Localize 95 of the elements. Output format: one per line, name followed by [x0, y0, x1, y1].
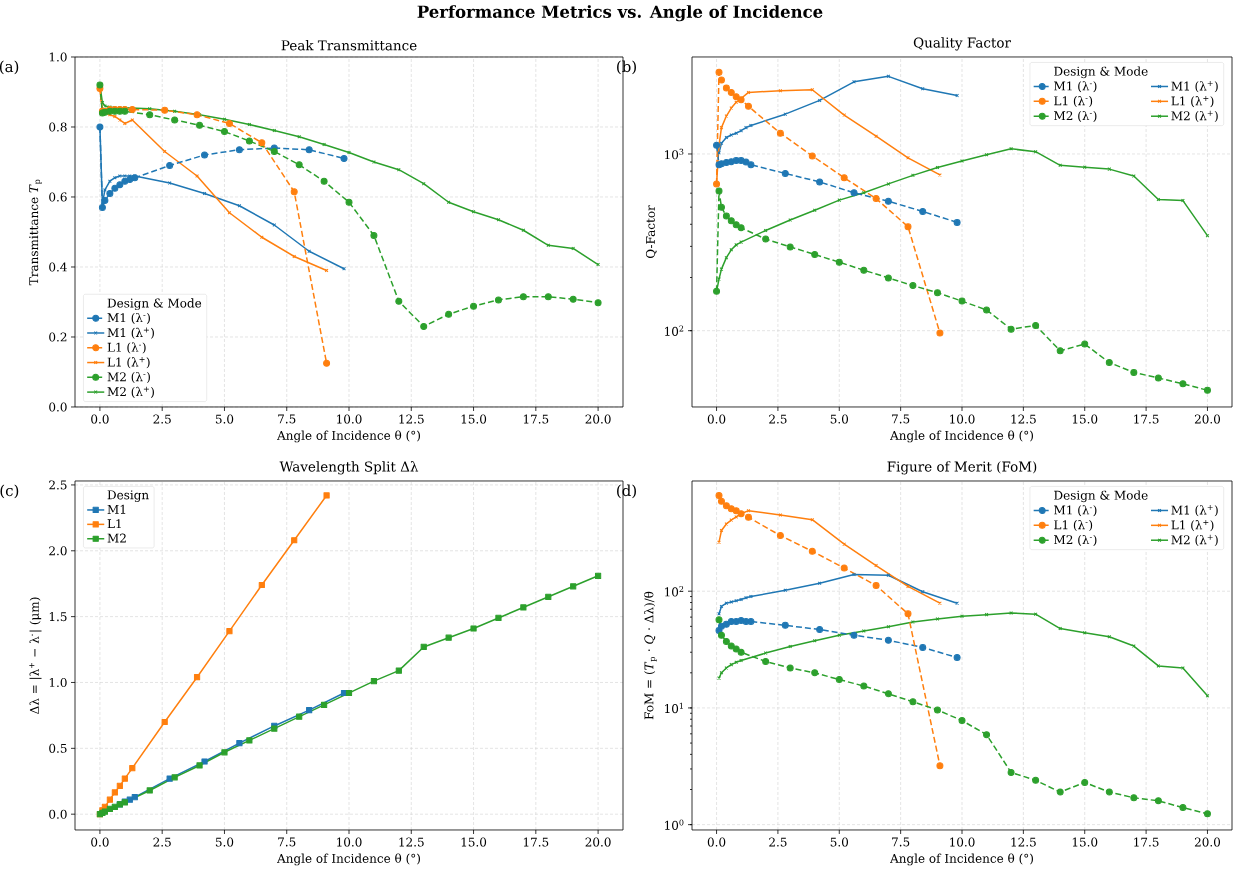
- legend-label: M2 (λ$^{-}$): [1054, 110, 1097, 122]
- x-axis-title: Angle of Incidence θ (°): [890, 853, 1033, 866]
- y-tick-label: 1.0: [49, 52, 67, 62]
- x-tick-label: 0.0: [91, 414, 109, 424]
- x-tick-label: 0.0: [707, 837, 726, 847]
- y-tick-label: 2.5: [49, 480, 67, 490]
- x-tick-label: 10.0: [337, 837, 362, 847]
- y-tick-label: 10$^{0}$: [665, 819, 684, 830]
- y-tick-label: 0.6: [49, 192, 67, 202]
- x-tick-label: 17.5: [1134, 837, 1159, 847]
- x-tick-label: 7.5: [278, 414, 296, 424]
- legend-label: M1 (λ$^{-}$): [107, 312, 150, 324]
- y-axis-title: Δλ = |λ$^{+}$ − λ$^{-}$| (μm): [29, 597, 42, 714]
- legend-label: M1 (λ$^{-}$): [1054, 505, 1097, 517]
- legend-label: L1 (λ$^{-}$): [1054, 96, 1093, 108]
- chart-title: Peak Transmittance: [281, 40, 417, 51]
- legend-label: L1 (λ$^{-}$): [107, 342, 146, 354]
- y-axis-title: Transmittance T$_{p}$: [29, 179, 42, 286]
- x-tick-label: 20.0: [585, 414, 611, 424]
- legend-title: Design & Mode: [1054, 490, 1148, 503]
- x-tick-label: 5.0: [215, 414, 234, 424]
- x-tick-label: 7.5: [892, 837, 910, 847]
- x-tick-label: 7.5: [892, 414, 910, 424]
- x-tick-label: 20.0: [585, 837, 611, 847]
- x-tick-label: 15.0: [1072, 837, 1098, 847]
- legend-label: M2 (λ$^{+}$): [1171, 534, 1218, 547]
- x-tick-label: 20.0: [1194, 414, 1221, 424]
- y-tick-label: 10$^{2}$: [665, 585, 684, 597]
- legend-title: Design & Mode: [107, 298, 202, 311]
- y-tick-label: 10$^{2}$: [665, 325, 684, 336]
- x-tick-label: 2.5: [153, 837, 171, 847]
- legend-label: L1 (λ$^{+}$): [1171, 95, 1214, 108]
- x-tick-label: 12.5: [399, 414, 424, 424]
- text: Performance Metrics vs. Angle of Incidence: [417, 5, 823, 22]
- legend-label: M1 (λ$^{+}$): [1171, 81, 1218, 93]
- chart-title: Quality Factor: [913, 37, 1011, 51]
- y-tick-label: 2.0: [49, 546, 67, 556]
- legend-label: M2 (λ$^{-}$): [1054, 534, 1097, 546]
- x-tick-label: 17.5: [1134, 414, 1159, 424]
- x-tick-label: 5.0: [830, 837, 849, 847]
- text: (a): [0, 60, 19, 75]
- legend-label: M2: [107, 533, 126, 543]
- annotation: (b): [617, 60, 636, 75]
- annotation: (d): [617, 484, 636, 499]
- y-axis-title: Q-Factor: [645, 205, 657, 259]
- x-tick-label: 0.0: [707, 414, 726, 424]
- x-tick-label: 17.5: [523, 837, 549, 847]
- legend-label: L1: [107, 519, 121, 529]
- y-tick-label: 10$^{1}$: [665, 702, 683, 714]
- x-tick-label: 5.0: [830, 414, 849, 424]
- y-tick-label: 0.5: [49, 743, 67, 753]
- y-axis-title: FoM = (T$_{p}$ · Q · Δλ)/θ: [644, 591, 657, 720]
- legend-label: L1 (λ$^{+}$): [107, 357, 150, 369]
- y-tick-label: 0.8: [49, 122, 67, 132]
- x-tick-label: 0.0: [91, 837, 109, 847]
- legend-title: Design & Mode: [1054, 66, 1148, 79]
- y-tick-label: 0.2: [49, 332, 67, 342]
- x-tick-label: 15.0: [461, 414, 487, 424]
- x-tick-label: 17.5: [523, 414, 549, 424]
- legend-label: M2 (λ$^{-}$): [107, 371, 150, 384]
- text: (c): [0, 484, 19, 499]
- x-axis-title: Angle of Incidence θ (°): [277, 430, 420, 443]
- chart-title: Figure of Merit (FoM): [887, 461, 1037, 475]
- x-tick-label: 15.0: [1072, 414, 1098, 424]
- legend-label: M2 (λ$^{+}$): [1171, 110, 1218, 123]
- x-tick-label: 15.0: [461, 837, 487, 847]
- legend-label: L1 (λ$^{-}$): [1054, 520, 1093, 532]
- y-tick-label: 1.5: [49, 612, 67, 622]
- x-tick-label: 5.0: [215, 837, 234, 847]
- x-tick-label: 7.5: [278, 837, 296, 847]
- legend-label: M1: [107, 504, 126, 514]
- y-tick-label: 1.0: [49, 677, 67, 688]
- x-tick-label: 2.5: [769, 414, 787, 424]
- x-tick-label: 10.0: [337, 414, 362, 424]
- x-tick-label: 10.0: [950, 837, 975, 847]
- x-tick-label: 12.5: [1011, 837, 1036, 847]
- legend-label: M1 (λ$^{+}$): [1171, 505, 1218, 517]
- y-tick-label: 0.4: [49, 262, 67, 272]
- x-axis-title: Angle of Incidence θ (°): [890, 430, 1033, 443]
- y-tick-label: 10$^{3}$: [665, 148, 684, 160]
- legend-label: M2 (λ$^{+}$): [107, 386, 154, 398]
- legend-label: L1 (λ$^{+}$): [1171, 519, 1214, 532]
- x-tick-label: 20.0: [1194, 837, 1221, 847]
- chart-title: Wavelength Split Δλ: [279, 461, 419, 475]
- x-tick-label: 12.5: [399, 837, 424, 847]
- legend-title: Design: [107, 490, 149, 502]
- x-tick-label: 10.0: [950, 414, 975, 424]
- legend-label: M1 (λ$^{-}$): [1054, 81, 1097, 93]
- y-tick-label: 0.0: [49, 809, 67, 819]
- x-tick-label: 12.5: [1011, 414, 1036, 424]
- x-tick-label: 2.5: [153, 414, 171, 424]
- legend-label: M1 (λ$^{+}$): [107, 327, 154, 339]
- x-tick-label: 2.5: [769, 837, 787, 847]
- x-axis-title: Angle of Incidence θ (°): [277, 853, 420, 866]
- y-tick-label: 0.0: [49, 402, 67, 412]
